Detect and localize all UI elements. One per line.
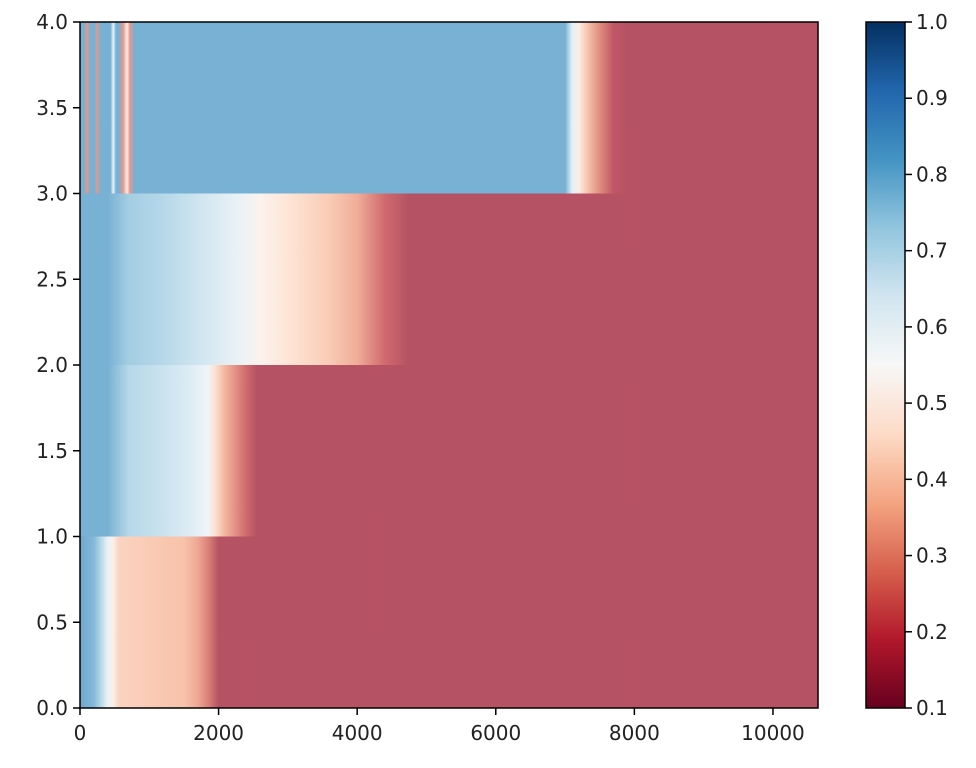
y-tick-label: 2.0 <box>36 353 68 377</box>
colorbar-tick-label: 0.3 <box>916 544 948 568</box>
heatmap-row-3 <box>80 22 818 194</box>
heatmap-row-1 <box>80 365 818 537</box>
y-tick-label: 2.5 <box>36 267 68 291</box>
x-tick-label: 0 <box>74 721 87 745</box>
colorbar-tick-label: 0.2 <box>916 620 948 644</box>
y-tick-label: 1.0 <box>36 525 68 549</box>
colorbar-tick-label: 0.8 <box>916 162 948 186</box>
colorbar-tick-label: 0.6 <box>916 315 948 339</box>
y-axis: 0.0 0.5 1.0 1.5 2.0 2.5 3.0 3.5 4.0 <box>36 10 80 720</box>
y-tick-label: 0.0 <box>36 696 68 720</box>
heatmap-row-2 <box>80 193 818 365</box>
colorbar-gradient <box>866 22 905 708</box>
colorbar-tick-label: 0.4 <box>916 467 948 491</box>
colorbar-tick-label: 0.5 <box>916 391 948 415</box>
x-tick-label: 2000 <box>193 721 244 745</box>
colorbar-tick-label: 0.9 <box>916 86 948 110</box>
colorbar-tick-label: 0.1 <box>916 696 948 720</box>
y-tick-label: 4.0 <box>36 10 68 34</box>
y-tick-label: 3.0 <box>36 182 68 206</box>
x-tick-label: 6000 <box>470 721 521 745</box>
x-tick-label: 8000 <box>609 721 660 745</box>
x-axis: 0 2000 4000 6000 8000 10000 <box>74 708 805 745</box>
x-tick-label: 10000 <box>741 721 805 745</box>
x-tick-label: 4000 <box>332 721 383 745</box>
colorbar: 0.1 0.2 0.3 0.4 0.5 0.6 0.7 0.8 0.9 1.0 <box>865 10 948 720</box>
colorbar-frame <box>865 21 906 709</box>
heatmap-row-0 <box>80 536 818 708</box>
y-tick-label: 3.5 <box>36 96 68 120</box>
y-tick-label: 1.5 <box>36 439 68 463</box>
y-tick-label: 0.5 <box>36 610 68 634</box>
plot-area <box>80 22 818 708</box>
colorbar-tick-label: 0.7 <box>916 239 948 263</box>
colorbar-tick-label: 1.0 <box>916 10 948 34</box>
